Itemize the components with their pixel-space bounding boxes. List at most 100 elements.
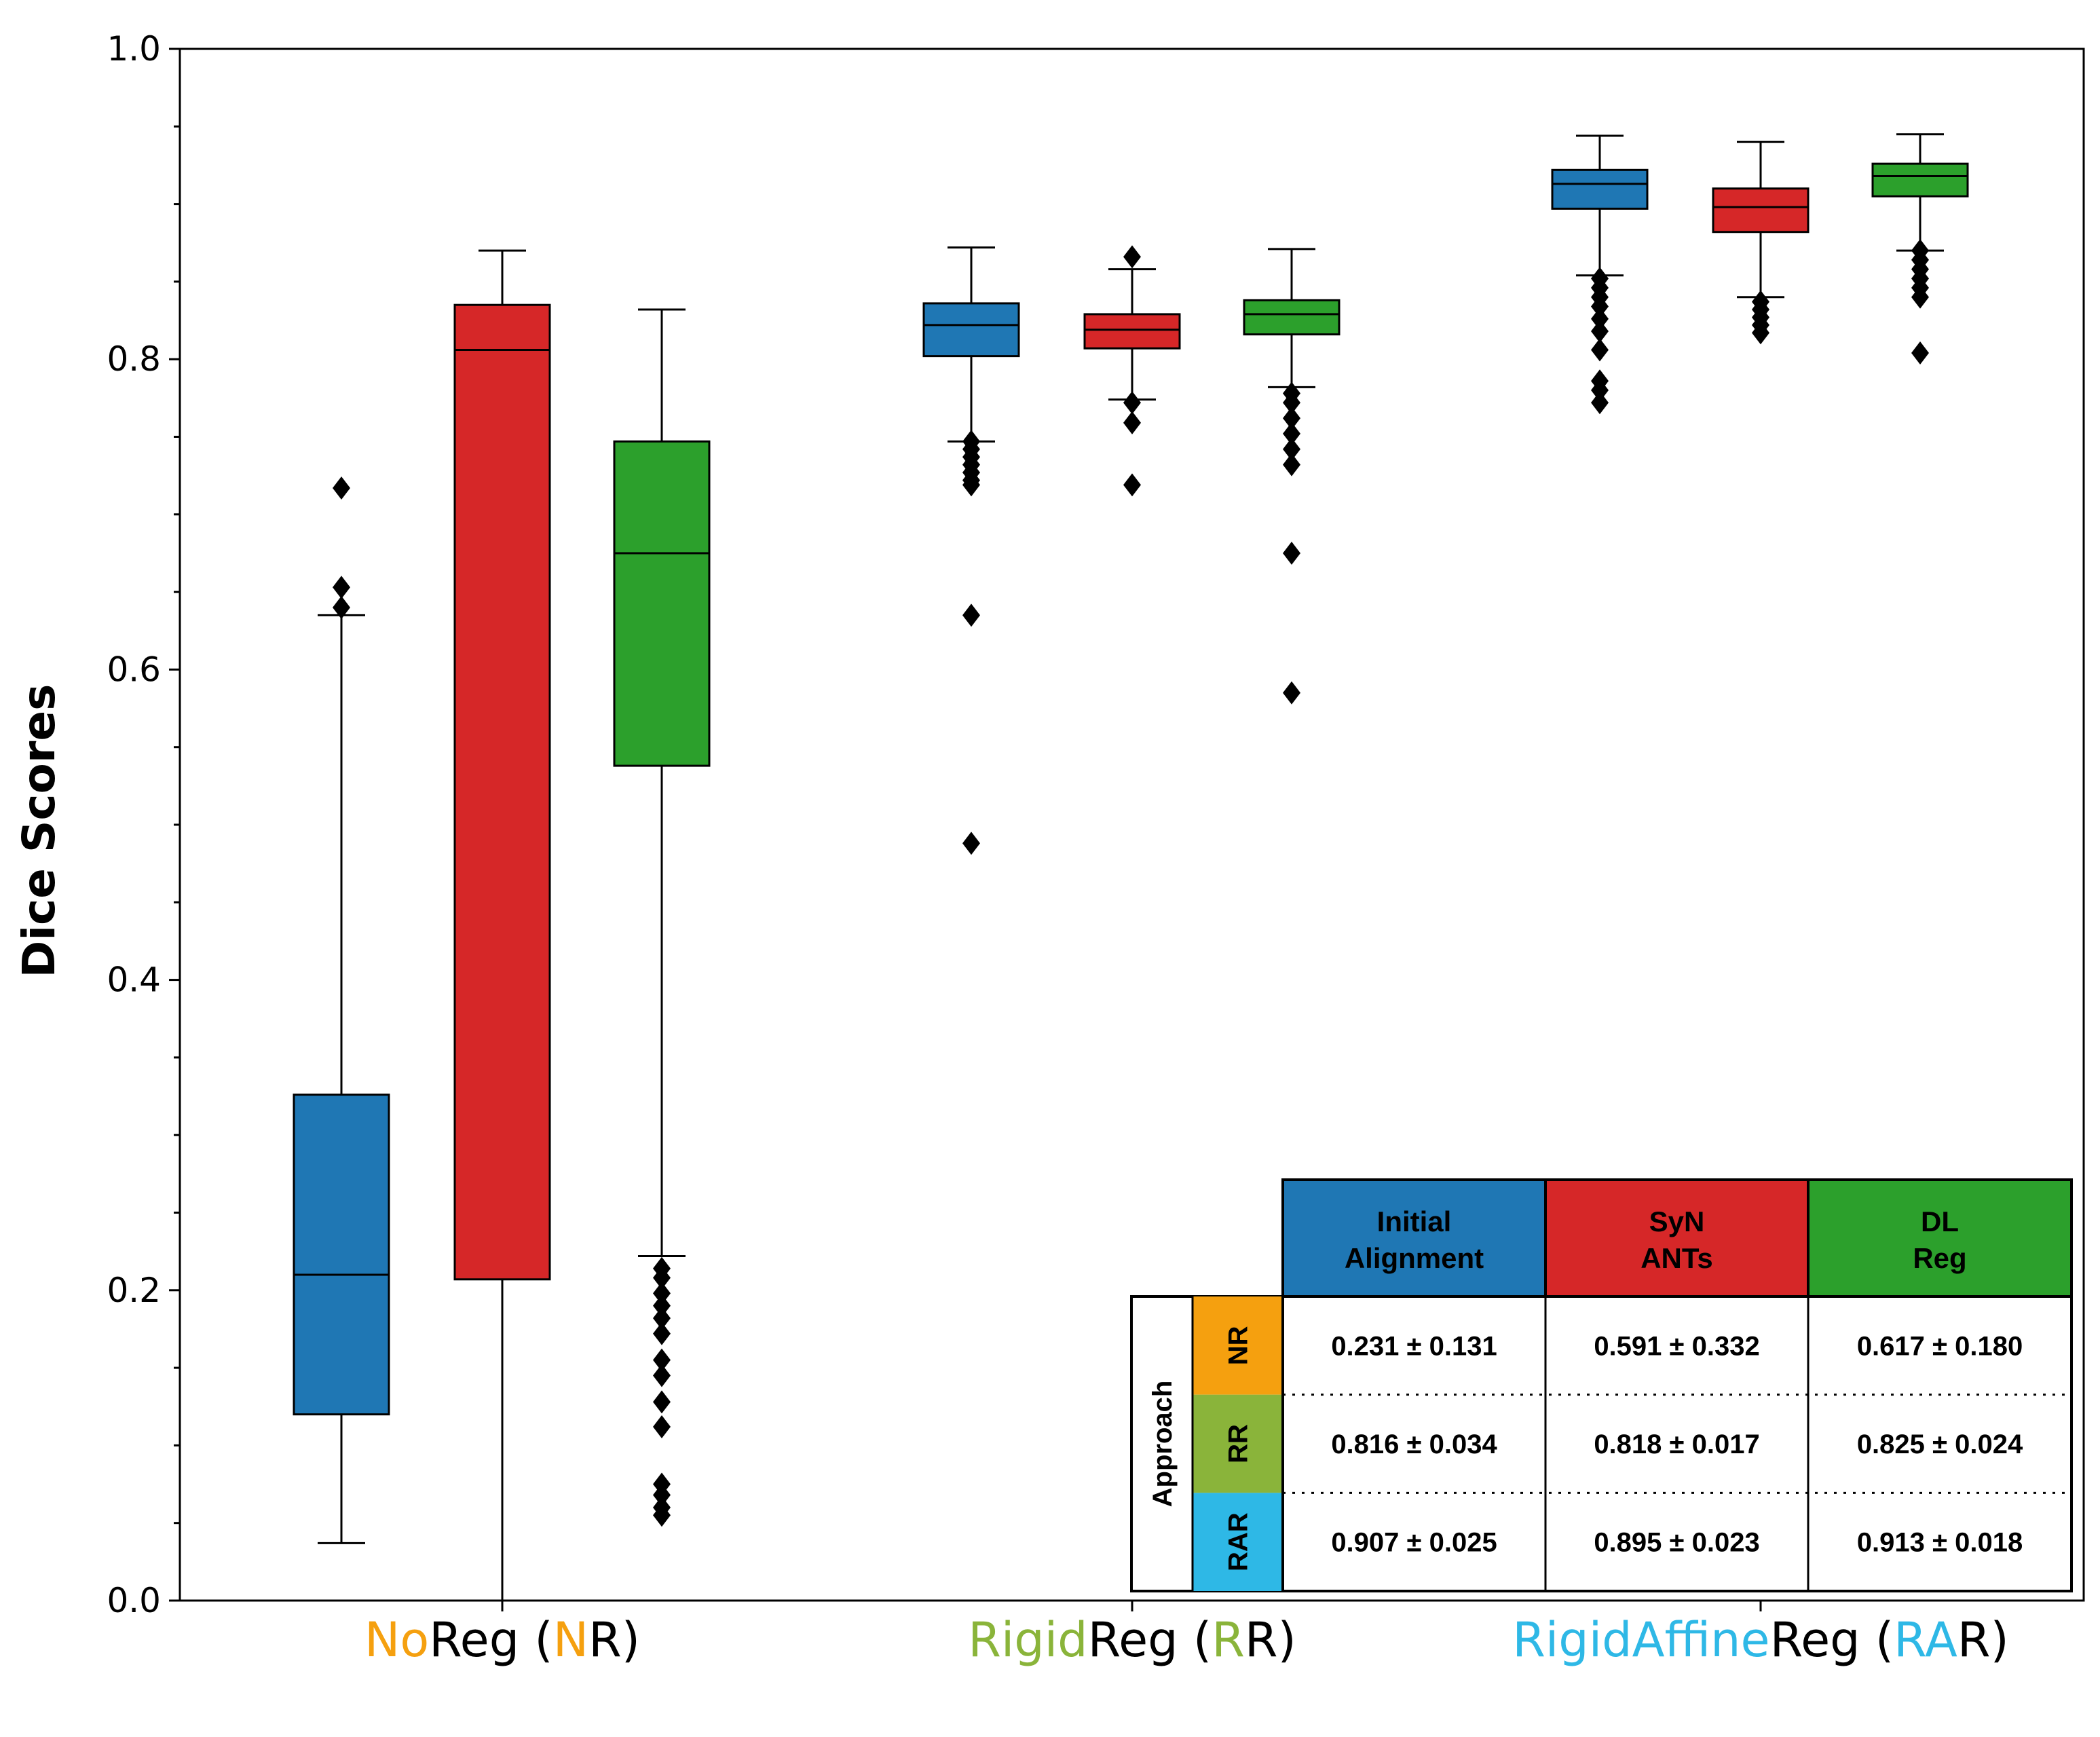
box-rr-dl-reg <box>1243 248 1340 705</box>
box-rr-initial-alignment <box>922 246 1020 855</box>
y-tick-label: 0.8 <box>107 339 161 379</box>
outlier-marker <box>653 1294 671 1318</box>
outlier-marker <box>653 1495 671 1519</box>
y-axis-label: Dice Scores <box>13 684 65 978</box>
category-label-part: RA <box>1894 1612 1957 1668</box>
table-header-cell <box>1544 1178 1810 1298</box>
outlier-marker <box>653 1322 671 1345</box>
outlier-marker <box>1591 320 1609 343</box>
outlier-marker <box>1283 381 1300 405</box>
table-cell-value: 0.907 ± 0.025 <box>1331 1528 1497 1558</box>
box-rar-syn-ants <box>1712 141 1810 345</box>
outlier-marker <box>1591 338 1609 362</box>
outlier-marker <box>1123 473 1141 497</box>
category-label-part: N <box>553 1612 588 1668</box>
iqr-box <box>922 302 1020 358</box>
table-cell-value: 0.816 ± 0.034 <box>1331 1430 1497 1459</box>
table-cell-value: 0.913 ± 0.018 <box>1857 1528 2023 1558</box>
outlier-marker <box>333 595 350 619</box>
y-tick-label: 0.0 <box>107 1581 161 1620</box>
outlier-marker <box>1283 681 1300 705</box>
outlier-marker <box>1283 437 1300 461</box>
iqr-box <box>1243 299 1340 336</box>
table-header-cell <box>1807 1178 2073 1298</box>
category-label-part: R) <box>1957 1612 2009 1668</box>
box-rar-dl-reg <box>1871 133 1969 365</box>
outlier-marker <box>333 576 350 599</box>
outlier-marker <box>333 476 350 500</box>
outlier-marker <box>1591 307 1609 331</box>
table-body-frame <box>1130 1295 2073 1592</box>
outlier-marker <box>1283 422 1300 445</box>
outlier-marker <box>653 1282 671 1305</box>
table-header-label: ANTs <box>1640 1242 1713 1274</box>
table-cell-value: 0.895 ± 0.023 <box>1594 1528 1759 1558</box>
outlier-marker <box>653 1472 671 1496</box>
category-label-part: R) <box>1245 1612 1296 1668</box>
iqr-box <box>293 1094 390 1416</box>
table-header-label: Alignment <box>1345 1242 1484 1274</box>
table-row-label: RR <box>1224 1424 1254 1463</box>
table-row-label-cell <box>1193 1296 1283 1395</box>
table-row-label-cell <box>1193 1394 1283 1493</box>
box-rar-initial-alignment <box>1551 134 1649 415</box>
outlier-marker <box>1591 369 1609 393</box>
box-rr-syn-ants <box>1083 245 1181 497</box>
outlier-marker <box>1911 341 1929 365</box>
table-row-label-cell <box>1193 1493 1283 1591</box>
outlier-marker <box>653 1364 671 1387</box>
table-row-label: RAR <box>1224 1512 1254 1571</box>
box-nr-syn-ants <box>453 249 551 1602</box>
table-header-label: Reg <box>1913 1242 1966 1274</box>
x-category-label-rar: RigidAffineReg (RAR) <box>1512 1612 2009 1668</box>
category-label-part: Reg ( <box>1088 1612 1212 1668</box>
outlier-marker <box>653 1306 671 1330</box>
y-tick-label: 0.2 <box>107 1271 161 1310</box>
category-label-part: R) <box>588 1612 640 1668</box>
table-cell-value: 0.818 ± 0.017 <box>1594 1430 1759 1459</box>
iqr-box <box>1871 162 1969 198</box>
outlier-marker <box>1752 290 1769 314</box>
x-category-label-nr: NoReg (NR) <box>364 1612 640 1668</box>
outlier-marker <box>653 1256 671 1280</box>
iqr-box <box>613 440 711 767</box>
table-row-group-title: Approach <box>1148 1381 1178 1508</box>
table-cell-value: 0.231 ± 0.131 <box>1331 1331 1497 1361</box>
category-label-part: Reg ( <box>429 1612 553 1668</box>
outlier-marker <box>653 1348 671 1372</box>
category-label-part: Reg ( <box>1770 1612 1894 1668</box>
y-tick-label: 1.0 <box>107 29 161 69</box>
box-nr-initial-alignment <box>293 476 390 1544</box>
iqr-box <box>1712 187 1810 234</box>
table-header-label: SyN <box>1649 1206 1705 1237</box>
table-row-label: NR <box>1224 1326 1254 1365</box>
outlier-marker <box>962 430 980 453</box>
results-table: Initial Alignment SyN ANTs DL Reg Approach NR 0.… <box>1130 1178 2073 1592</box>
category-label-part: RigidAffine <box>1512 1612 1769 1668</box>
outlier-marker <box>1283 453 1300 477</box>
table-cell-value: 0.617 ± 0.180 <box>1857 1331 2023 1361</box>
outlier-marker <box>1123 391 1141 415</box>
category-label-part: R <box>1212 1612 1245 1668</box>
outlier-marker <box>962 603 980 627</box>
table-header-label: DL <box>1921 1206 1959 1237</box>
category-label-part: No <box>364 1612 429 1668</box>
outlier-marker <box>1911 239 1929 263</box>
iqr-box <box>1083 313 1181 350</box>
outlier-marker <box>1123 245 1141 269</box>
x-category-label-rr: RigidReg (RR) <box>968 1612 1296 1668</box>
outlier-marker <box>1283 541 1300 565</box>
outlier-marker <box>653 1415 671 1438</box>
iqr-box <box>453 303 551 1281</box>
table-header-label: Initial <box>1377 1206 1452 1237</box>
table-cell-value: 0.825 ± 0.024 <box>1857 1430 2023 1459</box>
outlier-marker <box>653 1390 671 1414</box>
category-label-part: Rigid <box>968 1612 1087 1668</box>
outlier-marker <box>1123 411 1141 434</box>
y-tick-label: 0.6 <box>107 650 161 689</box>
table-cell-value: 0.591 ± 0.332 <box>1594 1331 1759 1361</box>
y-tick-label: 0.4 <box>107 960 161 1000</box>
iqr-box <box>1551 168 1649 210</box>
outlier-marker <box>1591 391 1609 415</box>
